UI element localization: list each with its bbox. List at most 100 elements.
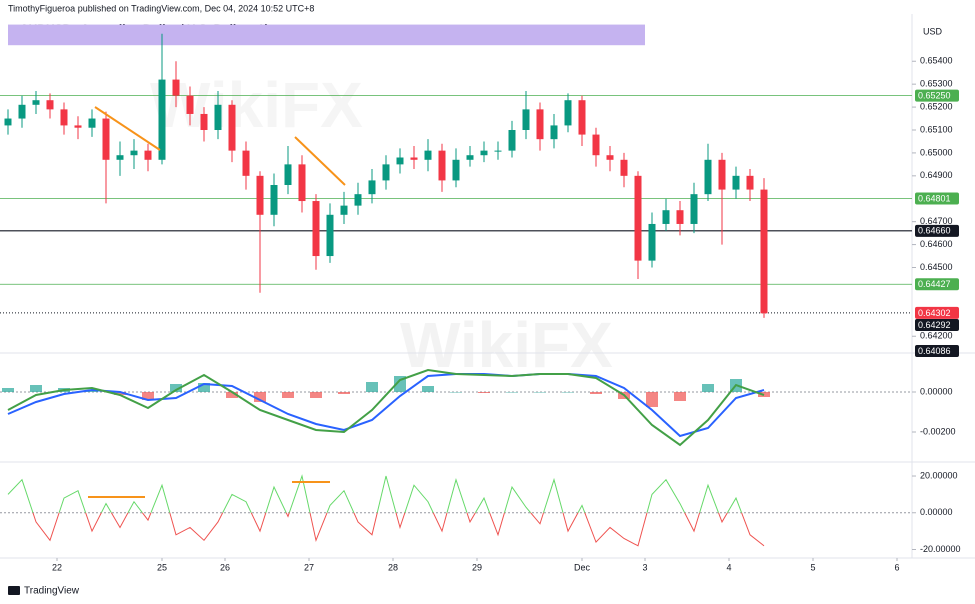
histogram-bar — [674, 392, 686, 401]
zone — [8, 24, 645, 46]
trend-line — [294, 136, 346, 186]
price-tag — [915, 306, 959, 319]
candle-body — [382, 164, 390, 181]
candle-body — [102, 118, 110, 160]
candle-body — [256, 175, 264, 215]
x-tick-label: 25 — [157, 562, 167, 572]
signal-line — [7, 373, 765, 438]
candle-body — [704, 159, 712, 195]
histogram-bar — [562, 392, 574, 393]
histogram-bar — [534, 392, 546, 393]
histogram-bar — [114, 392, 126, 395]
candle-body — [242, 150, 250, 176]
candle-body — [564, 100, 572, 126]
candle-body — [606, 155, 614, 160]
y-tick-label: -20.00000 — [920, 544, 961, 554]
histogram-bar — [646, 392, 658, 407]
candle-body — [340, 205, 348, 215]
y-tick-label: 0.65400 — [920, 56, 953, 66]
candle-body — [144, 150, 152, 160]
candle-body — [536, 109, 544, 140]
price-tag-label: 0.65250 — [918, 91, 951, 101]
candle-body — [480, 150, 488, 156]
price-tag-label: 0.64801 — [918, 193, 951, 203]
y-tick-label: 0.65000 — [920, 147, 953, 157]
histogram-bar — [310, 392, 322, 398]
candle-body — [4, 118, 12, 126]
y-tick-label: 0.65200 — [920, 101, 953, 111]
x-tick-label: 28 — [388, 562, 398, 572]
price-tag — [915, 224, 959, 237]
y-tick-label: 0.64700 — [920, 216, 953, 226]
candle-body — [214, 104, 222, 130]
y-tick-label: 0.64600 — [920, 239, 953, 249]
y-tick-label: 0.00000 — [920, 386, 953, 396]
candle-body — [312, 201, 320, 257]
candle-body — [466, 155, 474, 160]
price-tag — [915, 345, 959, 357]
histogram-bar — [590, 392, 602, 394]
candle-body — [676, 210, 684, 224]
price-tag — [915, 278, 959, 291]
candle-body — [592, 134, 600, 156]
candle-body — [18, 104, 26, 119]
candle-body — [508, 130, 516, 151]
candle-body — [396, 157, 404, 165]
candle-body — [634, 175, 642, 261]
y-tick-label: 0.65300 — [920, 79, 953, 89]
footer-logo: TradingView — [8, 586, 80, 597]
y-tick-label: 0.65100 — [920, 124, 953, 134]
x-tick-label: 22 — [52, 562, 62, 572]
y-tick-label: -0.00200 — [920, 426, 956, 436]
watermark: WikiFX — [400, 309, 613, 381]
histogram-bar — [226, 392, 238, 398]
candle-body — [284, 164, 292, 185]
candle-body — [186, 95, 194, 114]
candle-body — [326, 214, 334, 257]
watermark: WikiFX — [150, 69, 363, 141]
histogram-bar — [366, 382, 378, 392]
candle-body — [46, 100, 54, 110]
x-tick-label: 6 — [894, 562, 899, 572]
candle-body — [60, 109, 68, 126]
candle-body — [522, 109, 530, 130]
x-tick-label: Dec — [574, 562, 591, 572]
price-tag-label: 0.64086 — [918, 346, 951, 356]
x-tick-label: 27 — [304, 562, 314, 572]
histogram-bar — [394, 376, 406, 392]
candle-body — [452, 159, 460, 181]
price-tag-label: 0.64302 — [918, 308, 951, 318]
candle-body — [74, 125, 82, 128]
candle-body — [620, 159, 628, 176]
candle-body — [438, 150, 446, 181]
macd-line — [7, 368, 765, 447]
price-tag-label: 0.64292 — [918, 320, 951, 330]
candle-body — [172, 79, 180, 96]
histogram-bar — [198, 383, 210, 392]
histogram-bar — [338, 392, 350, 394]
candle-body — [116, 155, 124, 160]
histogram-bar — [254, 392, 266, 402]
logo-icon — [8, 586, 20, 595]
histogram-bar — [170, 384, 182, 392]
candle-body — [690, 194, 698, 224]
histogram-bar — [2, 388, 14, 392]
oscillator-line-up — [7, 474, 743, 513]
y-tick-label: 0.64500 — [920, 262, 953, 272]
candle-body — [354, 194, 362, 206]
plot: 0.65400 0.65300 0.65200 0.65100 0.65000 0.649… — [0, 24, 961, 572]
candle-body — [368, 180, 376, 195]
candle-body — [32, 100, 40, 105]
publisher: TimothyFigueroa published on TradingView… — [8, 3, 314, 13]
histogram-bar — [450, 392, 462, 393]
price-tag — [915, 319, 959, 331]
candle-body — [200, 113, 208, 130]
candle-body — [228, 104, 236, 151]
histogram-bar — [142, 392, 154, 400]
candle-body — [270, 185, 278, 215]
currency: USD — [923, 26, 943, 36]
candle-body — [662, 210, 670, 224]
x-tick-label: 26 — [220, 562, 230, 572]
y-tick-label: 0.64200 — [920, 331, 953, 341]
